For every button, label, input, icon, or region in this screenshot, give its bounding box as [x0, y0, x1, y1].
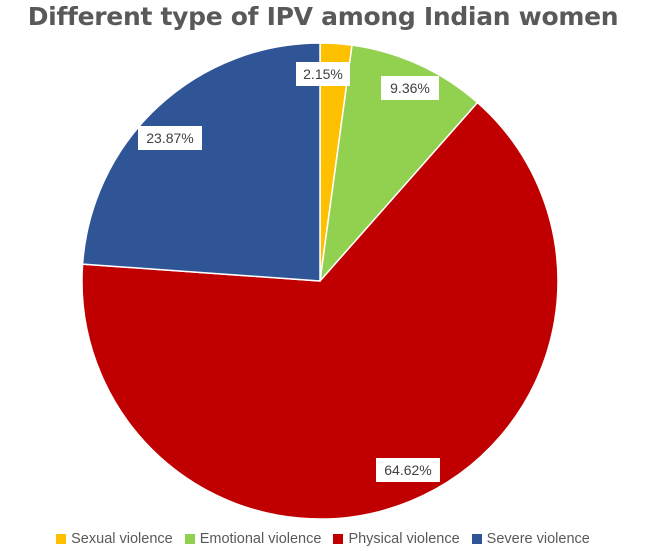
legend-item-severe-violence: Severe violence	[471, 531, 590, 547]
legend-item-sexual-violence: Sexual violence	[56, 531, 173, 547]
chart-legend: Sexual violence Emotional violence Physica…	[0, 528, 646, 550]
legend-label: Sexual violence	[71, 531, 173, 547]
data-label-physical-violence: 64.62%	[376, 458, 440, 482]
legend-label: Physical violence	[348, 531, 460, 547]
legend-label: Severe violence	[486, 531, 590, 547]
pie-slice-physical-violence	[81, 101, 559, 520]
legend-swatch	[56, 534, 67, 544]
legend-swatch	[333, 534, 344, 544]
legend-label: Emotional violence	[199, 531, 322, 547]
svg-text:2.15%: 2.15%	[303, 66, 343, 82]
pie-slice-severe-violence	[81, 42, 321, 282]
data-label-emotional-violence: 9.36%	[381, 76, 439, 100]
legend-swatch	[184, 534, 195, 544]
chart-title: Different type of IPV among Indian women	[27, 2, 619, 31]
data-label-sexual-violence: 2.15%	[296, 62, 350, 86]
legend-item-emotional-violence: Emotional violence	[184, 531, 322, 547]
legend-swatch	[471, 534, 482, 544]
legend-item-physical-violence: Physical violence	[333, 531, 460, 547]
svg-text:9.36%: 9.36%	[390, 80, 430, 96]
data-label-severe-violence: 23.87%	[138, 126, 202, 150]
pie-slice-emotional-violence	[318, 44, 479, 284]
svg-text:23.87%: 23.87%	[146, 130, 193, 146]
svg-text:64.62%: 64.62%	[384, 462, 431, 478]
